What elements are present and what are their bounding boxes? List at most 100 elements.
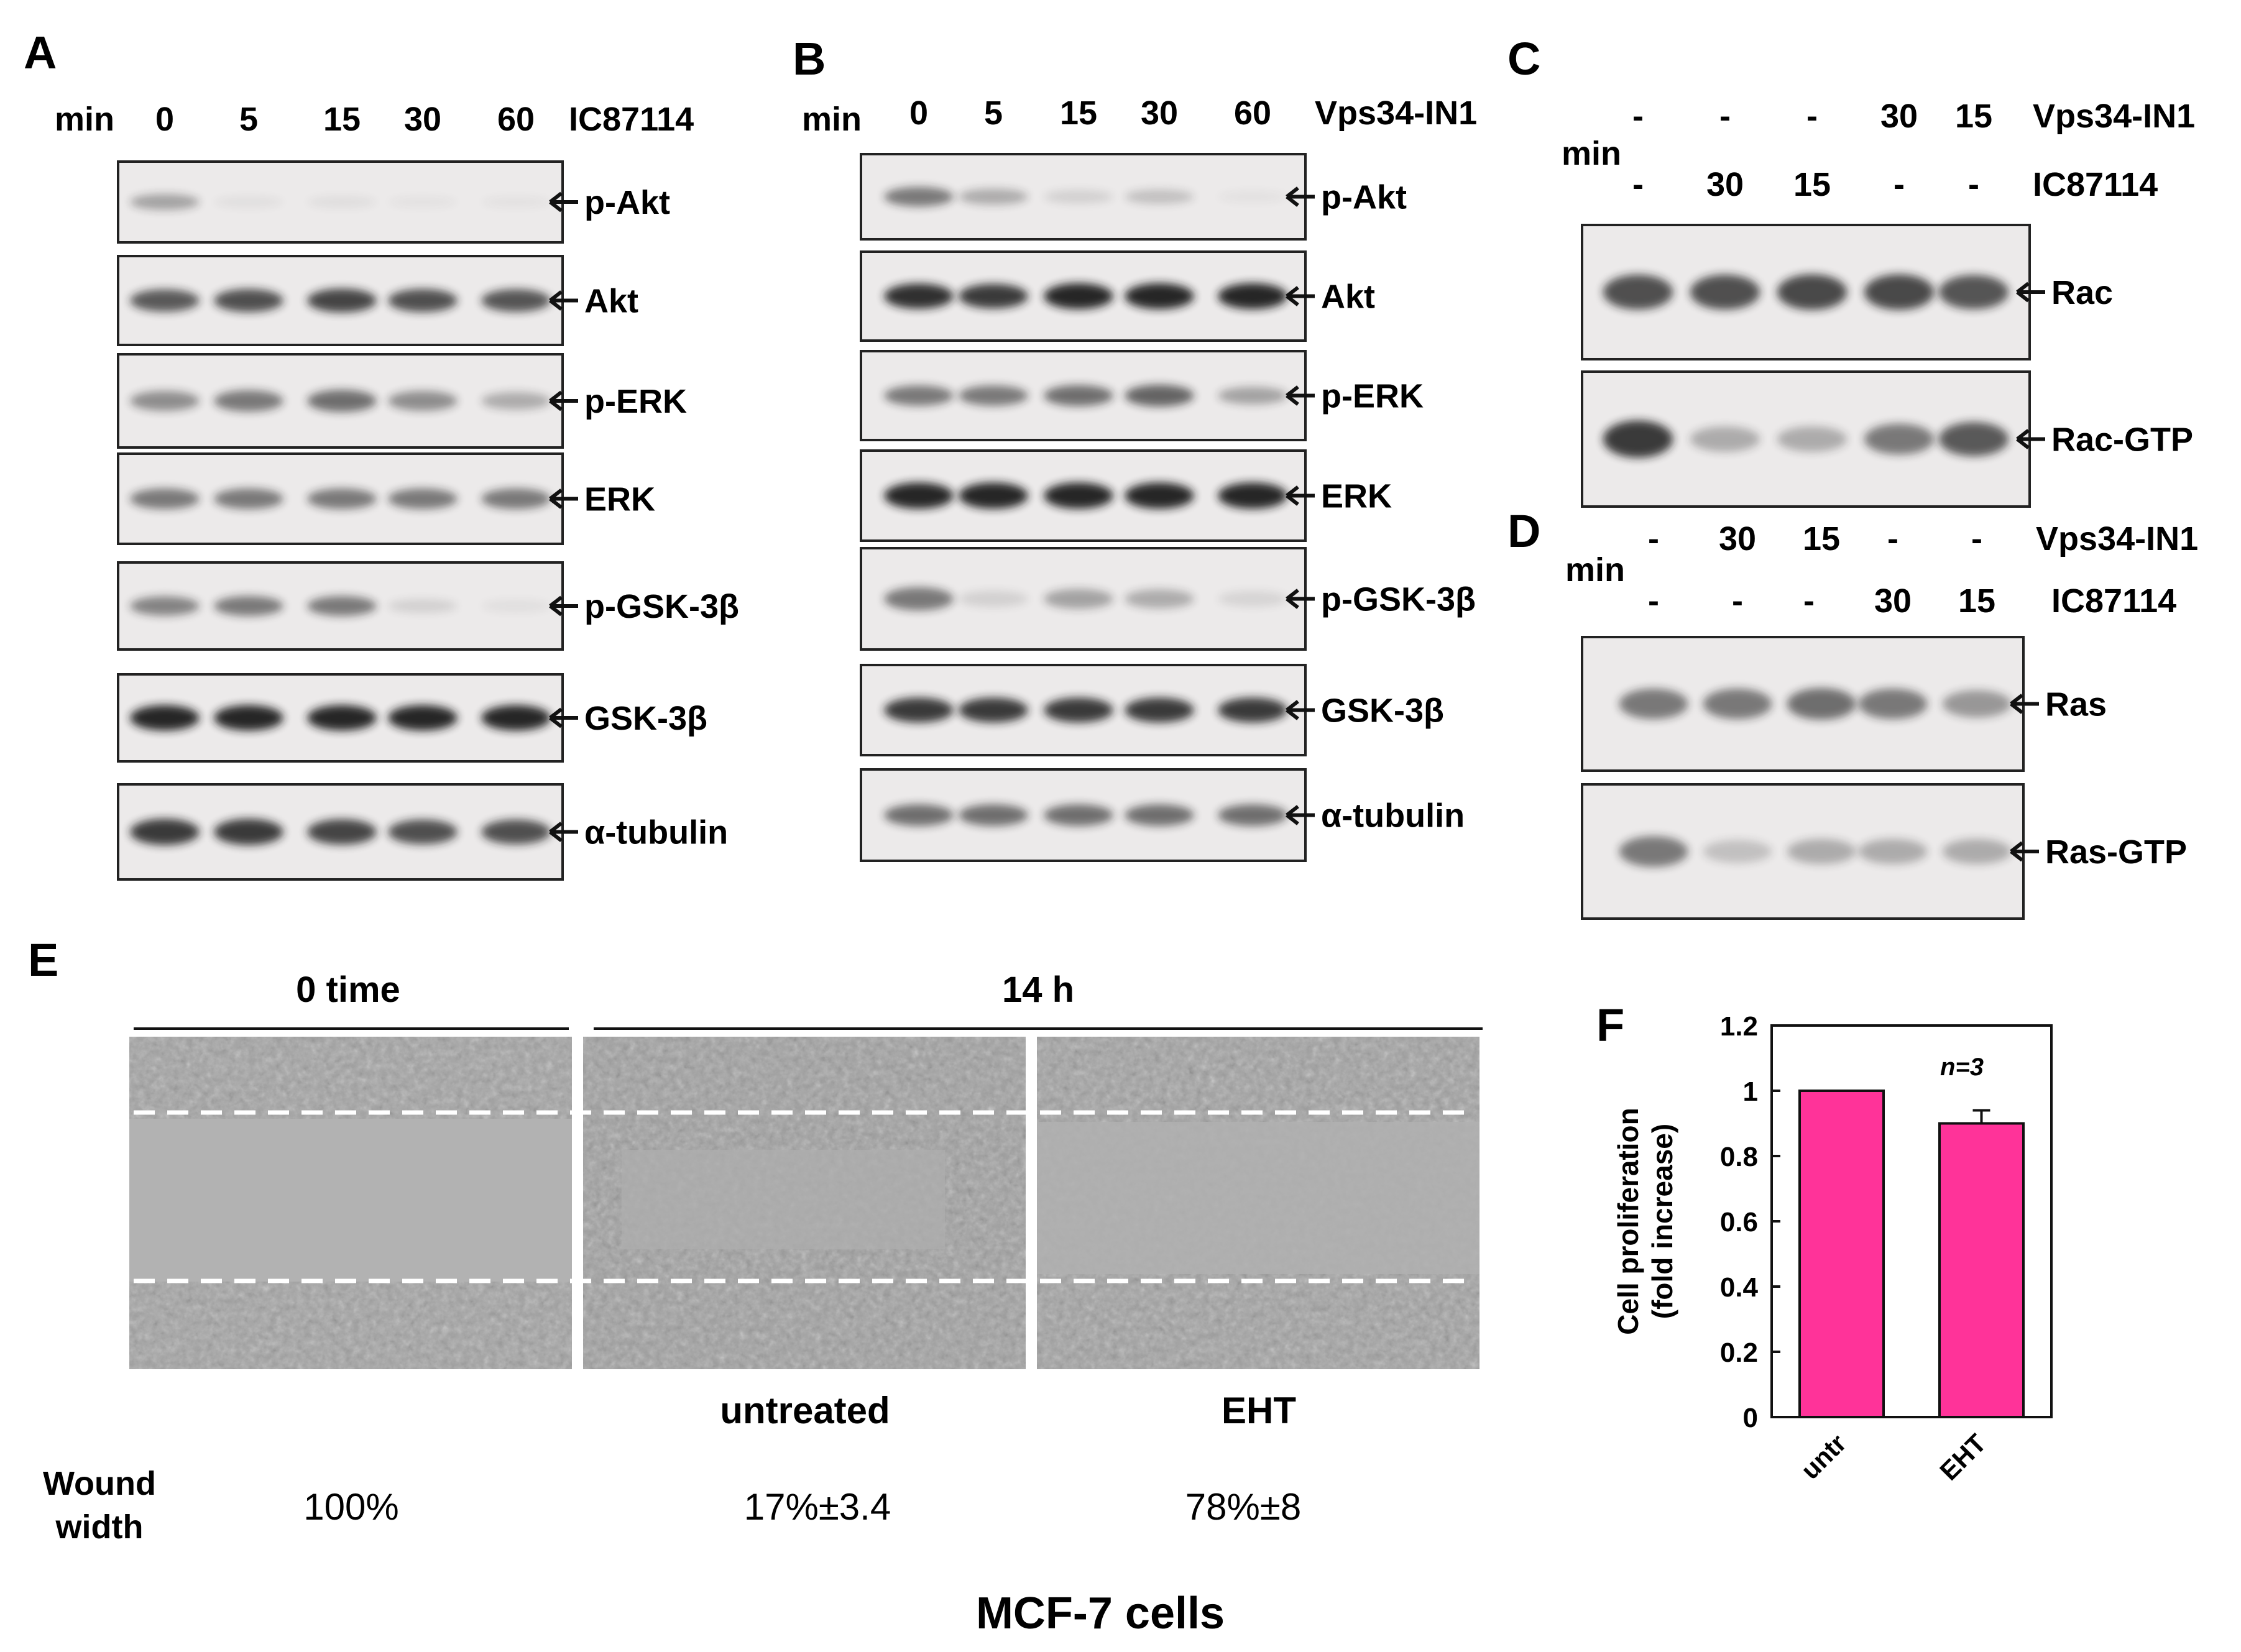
y-tick-label: 1.2	[1720, 1011, 1758, 1042]
blot-band	[1858, 838, 1928, 865]
blot-label: p-Akt	[584, 184, 670, 221]
wound-width-value: 17%±3.4	[744, 1486, 891, 1528]
blot-band	[884, 186, 954, 207]
panel-b-header: min 0 5 15 30 60 Vps34-IN1	[802, 94, 1477, 138]
blot-band	[388, 288, 458, 313]
blot-band	[1942, 690, 2012, 718]
y-tick-label: 1	[1743, 1076, 1758, 1107]
arrow-icon	[549, 822, 578, 842]
blot-band	[1218, 283, 1287, 310]
panel-letter-E: E	[28, 934, 58, 986]
blot-band	[1125, 189, 1194, 204]
micrograph-untreated	[583, 1037, 1026, 1369]
blot-band	[1218, 387, 1287, 405]
blot-band	[307, 705, 377, 731]
panel-d-cond: 15	[1803, 520, 1840, 558]
panel-c-cond: -	[1806, 98, 1818, 135]
panel-a-time: 30	[404, 101, 441, 138]
blot-band	[481, 599, 551, 613]
arrow-icon	[2016, 282, 2045, 303]
panel-c-cond: 30	[1880, 98, 1918, 135]
panel-d-cond: -	[1648, 582, 1659, 620]
blot-band	[130, 705, 200, 731]
blot-band	[481, 392, 551, 410]
blot-band	[214, 819, 283, 845]
blot-band	[214, 488, 283, 510]
blot-band	[1125, 385, 1194, 406]
panel-a-time: 60	[497, 101, 535, 138]
blot-band	[1938, 422, 2009, 456]
arrow-icon	[549, 390, 578, 411]
blot-band	[1603, 420, 1673, 458]
panel-d-row2-label: IC87114	[2051, 582, 2176, 620]
blot-band	[959, 283, 1028, 309]
cell-line-label: MCF-7 cells	[976, 1589, 1225, 1638]
panel-b-time: 30	[1141, 94, 1178, 132]
y-tick-label: 0.4	[1720, 1272, 1759, 1303]
panel-a-time: 5	[239, 101, 258, 138]
blot-band	[307, 390, 377, 412]
blot-label: α-tubulin	[1321, 797, 1465, 835]
blot-band	[1942, 838, 2012, 865]
blot-band	[307, 288, 377, 313]
panel-a-time: 0	[155, 101, 174, 138]
arrow-icon	[2016, 429, 2045, 449]
panel-a-time: 15	[323, 101, 361, 138]
blot-label: α-tubulin	[584, 814, 728, 851]
panel-c-cond: 15	[1955, 98, 1992, 135]
arrow-icon	[549, 707, 578, 728]
blot-band	[214, 288, 283, 313]
micrograph-eht	[1037, 1037, 1479, 1369]
arrow-icon	[549, 290, 578, 311]
blot-label: p-Akt	[1321, 179, 1407, 216]
panel-e-label-untreated: untreated	[720, 1390, 890, 1431]
blot-band	[388, 488, 458, 510]
panel-c-cond: 15	[1793, 166, 1831, 203]
wound-width-value: 100%	[303, 1486, 398, 1528]
panel-f-chart: 0 0.2 0.4 0.6 0.8 1 1.2 untr EHT n=3 Cell prolifer…	[1612, 1011, 2053, 1486]
arrow-icon	[549, 595, 578, 617]
blot-label: GSK-3β	[584, 700, 707, 737]
panel-c-cond: -	[1632, 98, 1644, 135]
panel-c-blots: Rac Rac-GTP	[1581, 224, 2193, 508]
panel-letter-C: C	[1507, 33, 1540, 85]
wound-width-label: Wound	[43, 1465, 156, 1502]
blot-band	[1218, 804, 1287, 826]
panel-d-blots: Ras Ras-GTP	[1581, 636, 2187, 920]
blot-label: p-ERK	[584, 383, 687, 420]
arrow-icon	[1286, 805, 1315, 825]
blot-band	[1619, 688, 1688, 720]
panel-a-blots: p-Akt Akt p-ERK ERK p-GSK-3β GSK-3β α-tubulin	[117, 160, 739, 881]
panel-d-row1-label: Vps34-IN1	[2036, 520, 2198, 558]
y-tick-label: 0	[1743, 1403, 1758, 1433]
blot-label: p-GSK-3β	[1321, 581, 1476, 618]
panel-d-cond: -	[1887, 520, 1898, 558]
blot-band	[1218, 697, 1287, 723]
panel-b-time: 15	[1060, 94, 1097, 132]
blot-band	[959, 590, 1028, 607]
panel-d-cond: -	[1732, 582, 1743, 620]
blot-band	[1787, 838, 1856, 865]
blot-band	[959, 804, 1028, 826]
blot-band	[388, 819, 458, 845]
blot-band	[1619, 836, 1688, 867]
bar	[1938, 1122, 2025, 1418]
bar	[1798, 1090, 1885, 1418]
panel-d-min-label: min	[1565, 551, 1625, 589]
blot-band	[388, 196, 458, 208]
panel-letter-A: A	[24, 27, 57, 78]
blot-band	[1787, 688, 1856, 720]
blot-band	[1938, 275, 2009, 310]
blot-label: Akt	[584, 283, 638, 320]
blot-band	[1858, 688, 1928, 720]
blot-band	[1125, 589, 1194, 608]
blot-band	[959, 697, 1028, 723]
chart-annotation: n=3	[1940, 1053, 1984, 1081]
blot-band	[884, 385, 954, 406]
blot-band	[214, 705, 283, 731]
blot-band	[307, 488, 377, 510]
panel-c-cond: -	[1632, 166, 1644, 203]
arrow-icon	[1286, 385, 1315, 406]
panel-letter-F: F	[1596, 999, 1624, 1051]
blot-band	[1218, 190, 1287, 203]
